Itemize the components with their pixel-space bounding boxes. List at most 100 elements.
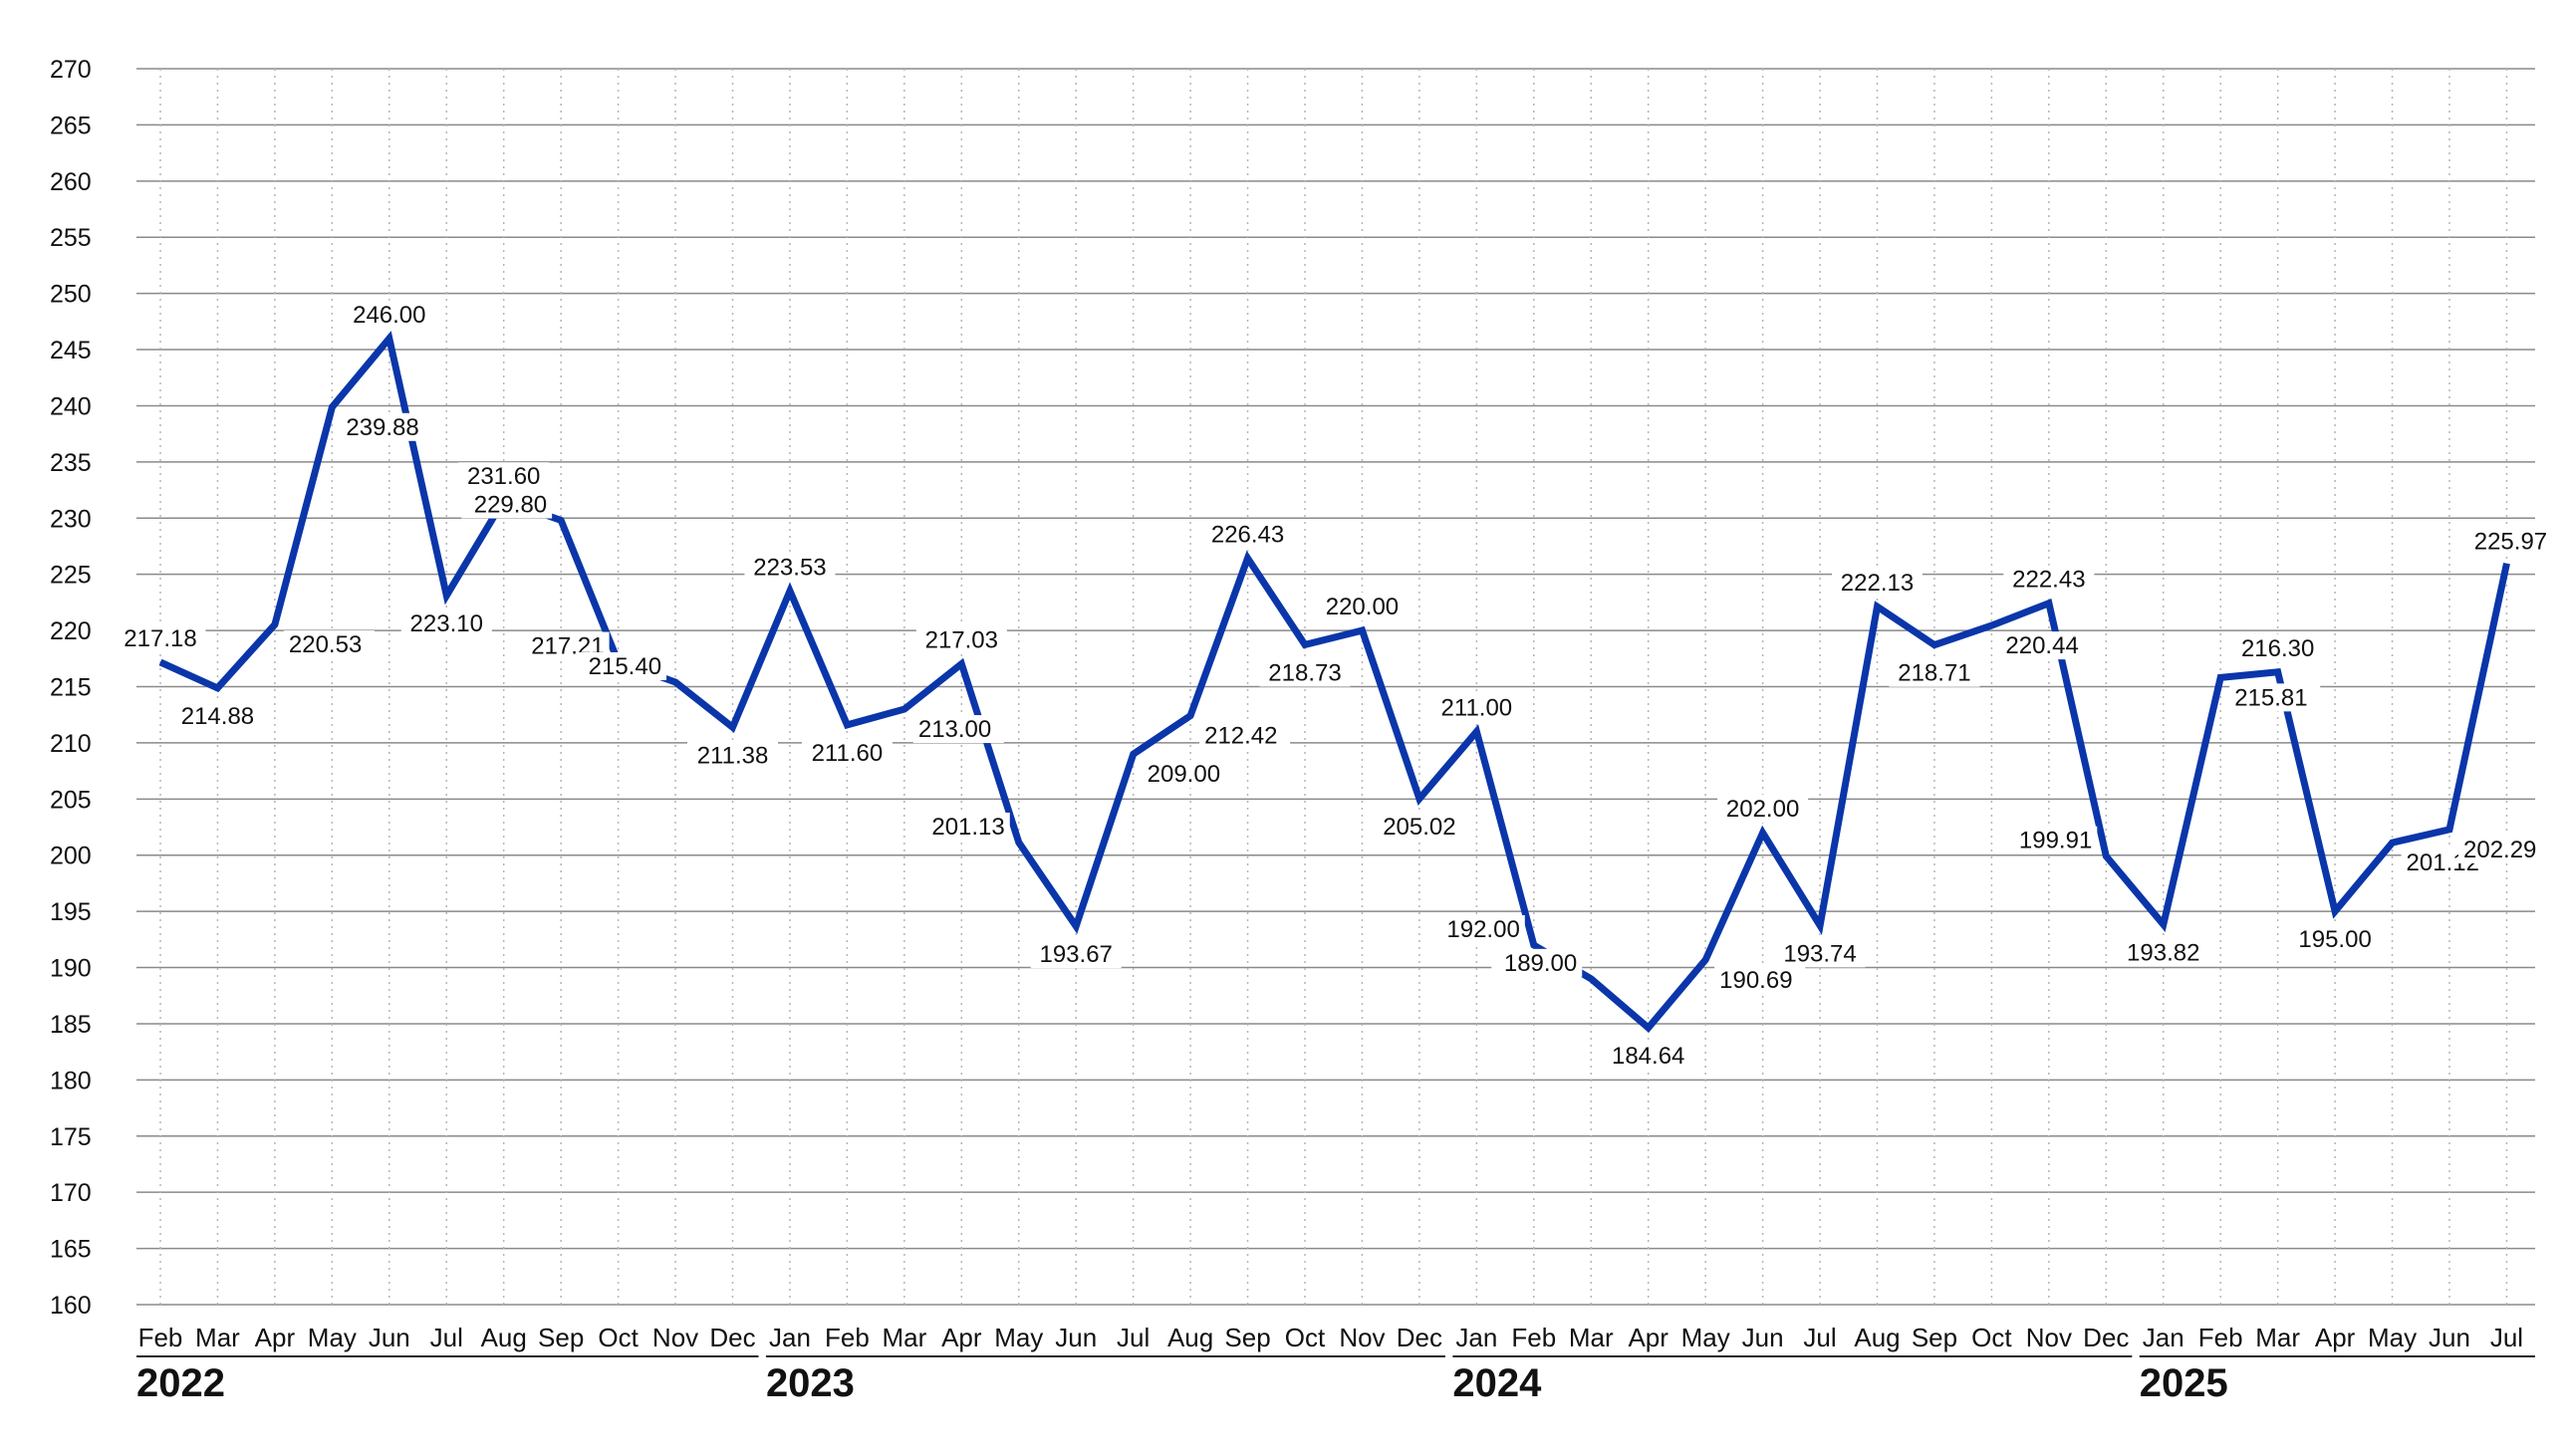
x-tick-label: Nov	[2026, 1323, 2072, 1352]
x-tick-label: Jul	[2490, 1323, 2523, 1352]
x-tick-label: Jun	[369, 1323, 410, 1352]
data-label-bg	[687, 741, 778, 770]
year-label: 2024	[1452, 1361, 1542, 1405]
x-tick-label: Aug	[1854, 1323, 1900, 1352]
data-label-bg	[918, 812, 1010, 841]
data-label-bg	[1832, 569, 1923, 598]
x-tick-label: Aug	[1167, 1323, 1213, 1352]
data-label: 218.73	[1268, 659, 1341, 686]
x-tick-label: May	[994, 1323, 1043, 1352]
y-tick-label: 195	[50, 898, 92, 926]
data-label: 209.00	[1148, 761, 1220, 788]
data-label: 229.80	[474, 492, 547, 519]
x-tick-label: Jul	[430, 1323, 463, 1352]
x-tick-label: Oct	[598, 1323, 639, 1352]
data-label-bg	[1717, 795, 1809, 824]
data-label-bg	[2464, 527, 2556, 556]
y-tick-label: 205	[50, 786, 92, 814]
y-tick-label: 210	[50, 730, 92, 758]
data-label-bg	[400, 609, 492, 638]
data-label-bg	[1259, 658, 1351, 687]
x-axis-ticks: Feb Mar Apr May Jun Jul Aug Sep Oct Nov Dec Jan Feb M…	[138, 1323, 2523, 1352]
data-label: 211.00	[1441, 695, 1513, 722]
data-label: 213.00	[918, 716, 991, 743]
data-label: 220.53	[289, 631, 362, 658]
data-label-bg	[1714, 965, 1806, 994]
x-tick-label: Jul	[1117, 1323, 1150, 1352]
data-label-bg	[2289, 925, 2381, 954]
data-label-bg	[2118, 938, 2209, 967]
x-tick-label: Feb	[138, 1323, 183, 1352]
y-tick-label: 230	[50, 505, 92, 533]
x-tick-label: Sep	[538, 1323, 584, 1352]
x-tick-label: Jan	[769, 1323, 811, 1352]
y-tick-label: 175	[50, 1123, 92, 1151]
y-tick-label: 190	[50, 955, 92, 983]
x-tick-label: Mar	[1569, 1323, 1614, 1352]
data-label: 223.53	[753, 554, 826, 581]
data-label: 199.91	[2019, 828, 2092, 854]
data-label: 190.69	[1719, 967, 1792, 994]
data-label-bg	[576, 651, 667, 680]
x-tick-label: Feb	[2198, 1323, 2243, 1352]
data-label: 214.88	[181, 703, 254, 730]
data-label: 220.44	[2005, 632, 2078, 659]
x-tick-label: Jun	[1742, 1323, 1784, 1352]
x-tick-label: May	[2368, 1323, 2417, 1352]
data-label: 239.88	[346, 414, 418, 441]
data-label: 193.67	[1039, 941, 1112, 968]
y-tick-label: 185	[50, 1011, 92, 1039]
x-tick-label: Mar	[882, 1323, 926, 1352]
data-label-bg	[1142, 760, 1233, 789]
data-label-bg	[2458, 835, 2549, 863]
data-label-bg	[2003, 565, 2095, 594]
data-label: 215.40	[589, 653, 661, 680]
y-tick-label: 250	[50, 281, 92, 309]
x-tick-label: Jan	[2143, 1323, 2184, 1352]
data-label: 192.00	[1446, 916, 1519, 943]
data-label: 205.02	[1383, 814, 1455, 841]
x-tick-label: Mar	[195, 1323, 240, 1352]
y-gridlines	[136, 68, 2535, 1306]
data-label-bg	[801, 738, 893, 767]
data-label: 189.00	[1504, 950, 1577, 977]
data-label: 223.10	[410, 610, 483, 637]
data-label: 215.81	[2234, 684, 2307, 711]
data-label: 193.74	[1783, 940, 1856, 967]
data-label-bg	[1430, 693, 1522, 722]
data-label-bg	[283, 630, 375, 659]
x-tick-label: Apr	[1628, 1323, 1669, 1352]
data-labels: 217.18 214.88 220.53 239.88 246.00 223.10 231.…	[115, 300, 2556, 1071]
y-tick-label: 200	[50, 843, 92, 870]
y-tick-label: 255	[50, 224, 92, 252]
x-tick-label: Dec	[709, 1323, 755, 1352]
data-label: 231.60	[467, 463, 540, 490]
y-tick-label: 235	[50, 449, 92, 477]
x-tick-label: Feb	[825, 1323, 870, 1352]
y-tick-label: 225	[50, 562, 92, 590]
data-label: 193.82	[2127, 939, 2199, 966]
data-label: 202.00	[1726, 796, 1799, 823]
y-tick-label: 170	[50, 1179, 92, 1207]
data-label-bg	[1030, 940, 1122, 969]
x-tick-label: Nov	[652, 1323, 698, 1352]
data-label-bg	[1374, 813, 1465, 842]
data-label: 217.18	[124, 625, 196, 652]
x-tick-label: Apr	[2315, 1323, 2356, 1352]
y-tick-label: 260	[50, 168, 92, 196]
y-tick-label: 240	[50, 392, 92, 420]
data-label-bg	[1433, 914, 1525, 943]
x-tick-label: Nov	[1339, 1323, 1385, 1352]
x-tick-label: Dec	[1397, 1323, 1442, 1352]
x-tick-label: Mar	[2255, 1323, 2300, 1352]
data-label: 220.00	[1326, 594, 1399, 620]
x-tick-label: Sep	[1912, 1323, 1957, 1352]
y-tick-label: 245	[50, 337, 92, 364]
data-label: 211.38	[697, 742, 769, 769]
data-label-bg	[912, 715, 1004, 744]
data-label-bg	[1774, 939, 1866, 968]
x-tick-label: Jul	[1803, 1323, 1836, 1352]
year-label: 2025	[2140, 1361, 2228, 1405]
data-label-bg	[1889, 658, 1980, 687]
data-label-bg	[341, 412, 432, 441]
